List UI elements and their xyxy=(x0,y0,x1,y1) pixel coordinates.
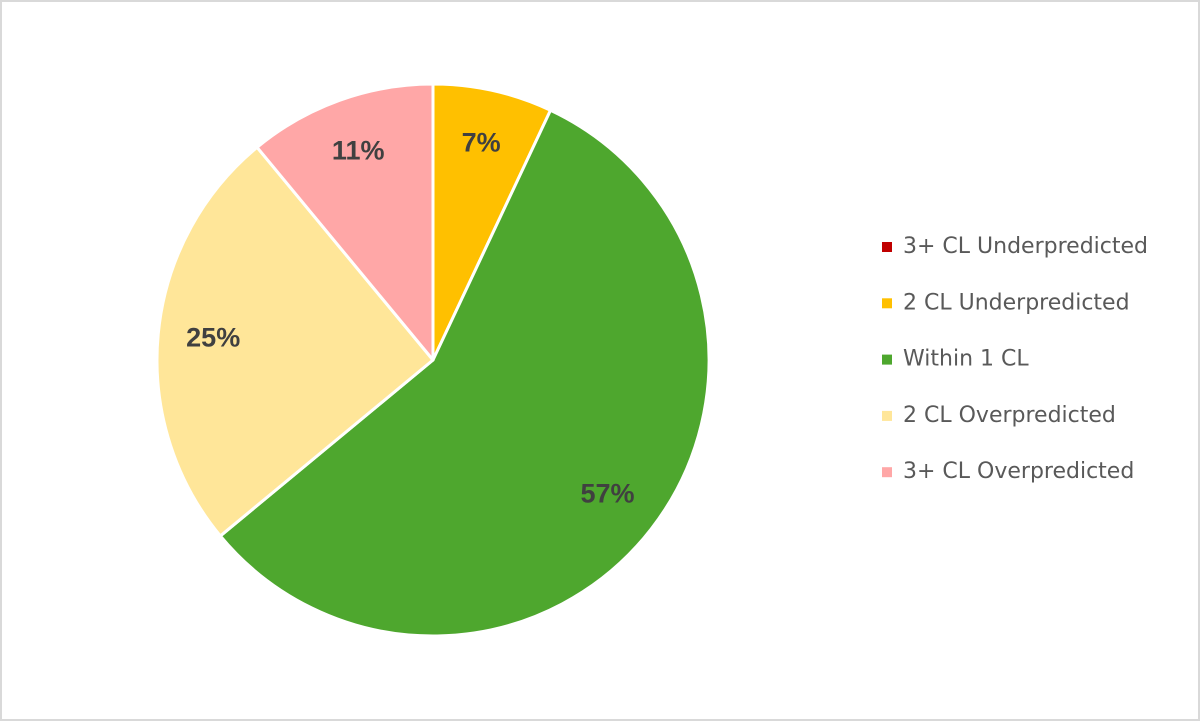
data-label: 7% xyxy=(462,128,501,158)
legend-label: Within 1 CL xyxy=(903,347,1029,372)
pie-slice xyxy=(155,145,435,538)
legend-label: 3+ CL Underpredicted xyxy=(903,234,1148,259)
legend-swatch xyxy=(882,410,892,421)
data-label: 11% xyxy=(332,135,385,165)
pie-slice xyxy=(431,82,553,362)
legend-swatch xyxy=(882,467,892,478)
pie-slice xyxy=(255,82,435,362)
legend-label: 2 CL Overpredicted xyxy=(903,403,1116,428)
legend-label: 3+ CL Overpredicted xyxy=(903,459,1134,484)
legend-label: 2 CL Underpredicted xyxy=(903,290,1130,315)
data-label: 25% xyxy=(186,322,240,352)
legend-swatch xyxy=(882,242,892,252)
pie-slice xyxy=(218,108,711,638)
data-label: 57% xyxy=(580,478,634,508)
legend-swatch xyxy=(882,354,892,365)
legend-swatch xyxy=(882,298,892,309)
